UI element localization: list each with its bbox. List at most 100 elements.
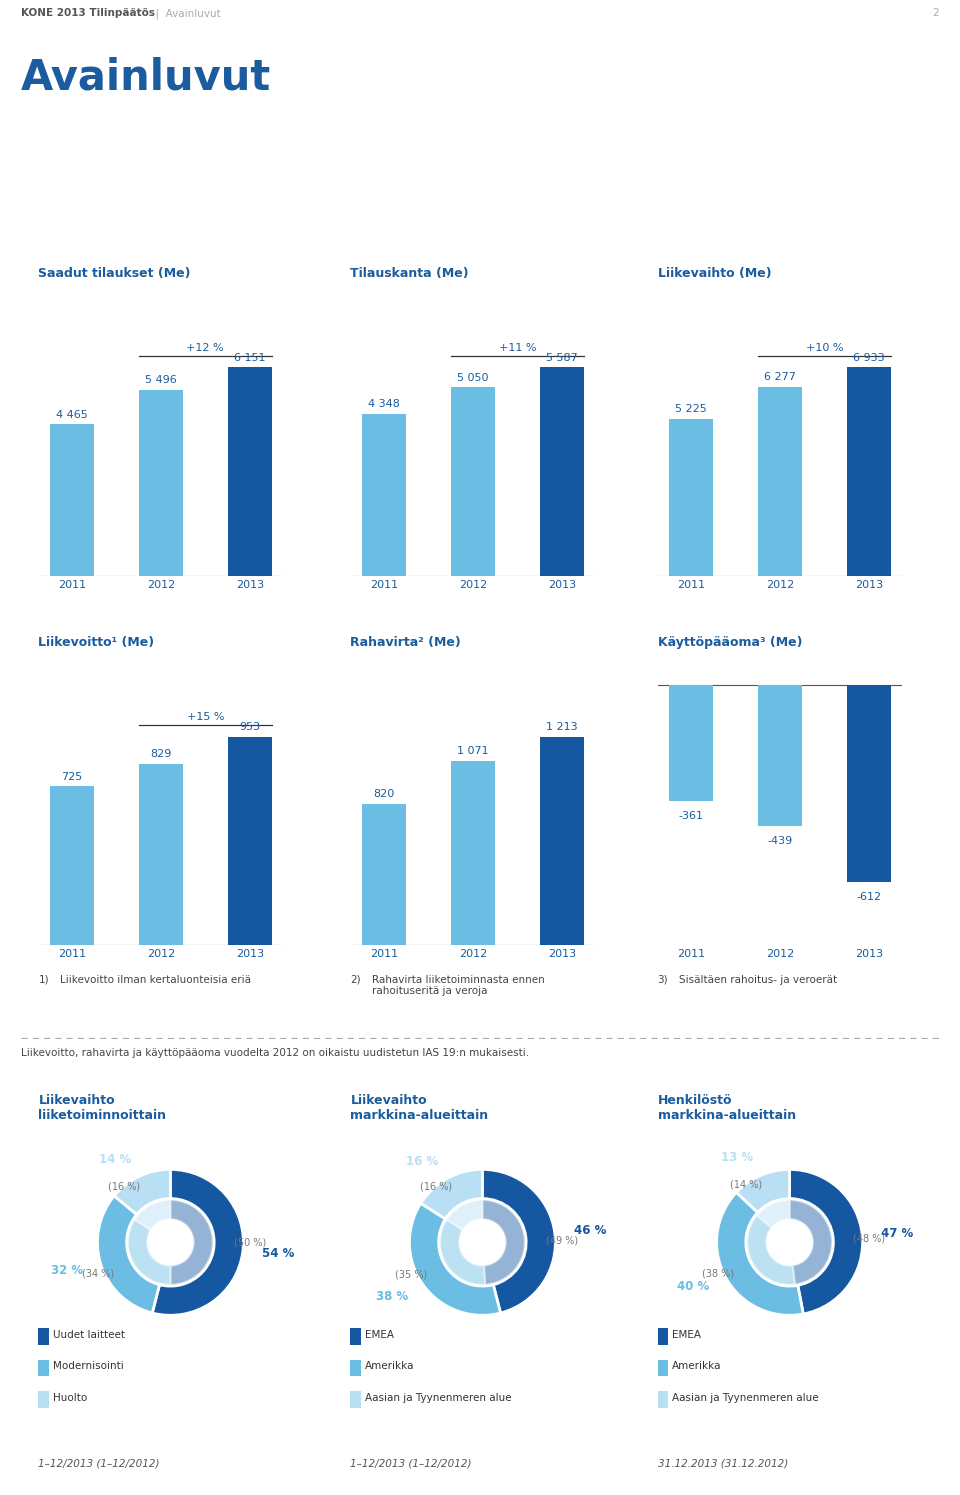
Text: 13 %: 13 % — [721, 1151, 753, 1165]
Text: 2): 2) — [350, 975, 361, 985]
Text: (16 %): (16 %) — [108, 1181, 139, 1192]
Text: 40 %: 40 % — [677, 1280, 709, 1293]
Text: KONE 2013 Tilinpäätös: KONE 2013 Tilinpäätös — [21, 7, 156, 18]
Text: Liikevoitto¹ (Me): Liikevoitto¹ (Me) — [38, 635, 155, 649]
Bar — [847, 685, 891, 882]
Wedge shape — [482, 1200, 525, 1284]
Bar — [228, 737, 272, 945]
Text: 829: 829 — [150, 749, 172, 759]
Text: 5 225: 5 225 — [675, 404, 707, 414]
Text: 5 496: 5 496 — [145, 375, 177, 384]
Text: 5 050: 5 050 — [457, 372, 489, 383]
Bar — [669, 419, 713, 576]
Text: Liikevoitto ilman kertaluonteisia eriä: Liikevoitto ilman kertaluonteisia eriä — [60, 975, 251, 985]
Bar — [138, 390, 183, 576]
Text: 1): 1) — [38, 975, 49, 985]
Text: -439: -439 — [767, 836, 793, 846]
Wedge shape — [446, 1200, 483, 1230]
Text: Avainluvut: Avainluvut — [21, 57, 272, 99]
Bar — [757, 387, 803, 576]
Text: 5 587: 5 587 — [546, 353, 578, 363]
Bar — [540, 737, 584, 945]
Text: 14 %: 14 % — [99, 1153, 132, 1166]
Text: 1 213: 1 213 — [546, 722, 578, 733]
Text: 1–12/2013 (1–12/2012): 1–12/2013 (1–12/2012) — [350, 1458, 472, 1468]
Text: -361: -361 — [679, 810, 704, 821]
Text: Rahavirta² (Me): Rahavirta² (Me) — [350, 635, 461, 649]
Bar — [228, 368, 272, 576]
Text: 4 348: 4 348 — [368, 399, 399, 410]
Text: Rahavirta liiketoiminnasta ennen
rahoituseritä ja veroja: Rahavirta liiketoiminnasta ennen rahoitu… — [372, 975, 544, 996]
Bar — [847, 368, 891, 576]
Wedge shape — [153, 1169, 243, 1316]
Bar — [138, 764, 183, 945]
Wedge shape — [128, 1220, 170, 1284]
Text: 820: 820 — [373, 789, 395, 800]
Text: 6 277: 6 277 — [764, 372, 796, 383]
Text: +10 %: +10 % — [805, 342, 843, 353]
Wedge shape — [736, 1169, 790, 1212]
Text: Amerikka: Amerikka — [672, 1362, 722, 1371]
Wedge shape — [98, 1196, 159, 1313]
Text: 953: 953 — [239, 722, 260, 733]
Text: Liikevaihto
liiketoiminnoittain: Liikevaihto liiketoiminnoittain — [38, 1094, 166, 1123]
Bar — [669, 685, 713, 801]
Wedge shape — [440, 1220, 485, 1284]
Text: Amerikka: Amerikka — [365, 1362, 415, 1371]
Wedge shape — [757, 1200, 790, 1227]
Text: 4 465: 4 465 — [56, 410, 87, 420]
Text: Tilauskanta (Me): Tilauskanta (Me) — [350, 266, 469, 280]
Bar — [362, 414, 406, 576]
Wedge shape — [747, 1215, 795, 1284]
Text: Saadut tilaukset (Me): Saadut tilaukset (Me) — [38, 266, 191, 280]
Text: Sisältäen rahoitus- ja veroerät: Sisältäen rahoitus- ja veroerät — [679, 975, 837, 985]
Wedge shape — [789, 1169, 862, 1314]
Bar — [50, 786, 94, 945]
Wedge shape — [170, 1200, 213, 1284]
Text: 6 151: 6 151 — [234, 353, 266, 363]
Wedge shape — [134, 1200, 171, 1230]
Text: Liikevaihto (Me): Liikevaihto (Me) — [658, 266, 771, 280]
Text: Liikevaihto
markkina-alueittain: Liikevaihto markkina-alueittain — [350, 1094, 489, 1123]
Bar — [757, 685, 803, 827]
Wedge shape — [410, 1203, 500, 1316]
Text: (16 %): (16 %) — [420, 1181, 451, 1192]
Text: Uudet laitteet: Uudet laitteet — [53, 1331, 125, 1340]
Text: (38 %): (38 %) — [702, 1268, 733, 1278]
Text: EMEA: EMEA — [365, 1331, 394, 1340]
Text: (14 %): (14 %) — [731, 1180, 762, 1190]
Text: EMEA: EMEA — [672, 1331, 701, 1340]
Text: (50 %): (50 %) — [234, 1238, 267, 1247]
Text: Henkilöstö
markkina-alueittain: Henkilöstö markkina-alueittain — [658, 1094, 796, 1123]
Text: (35 %): (35 %) — [396, 1269, 427, 1280]
Text: -612: -612 — [856, 891, 881, 901]
Text: 1 071: 1 071 — [457, 746, 489, 756]
Text: 6 933: 6 933 — [853, 353, 885, 363]
Bar — [50, 425, 94, 576]
Text: Käyttöpääoma³ (Me): Käyttöpääoma³ (Me) — [658, 635, 803, 649]
Text: +11 %: +11 % — [498, 342, 536, 353]
Text: 725: 725 — [61, 771, 83, 782]
Wedge shape — [114, 1169, 171, 1214]
Text: 31.12.2013 (31.12.2012): 31.12.2013 (31.12.2012) — [658, 1458, 788, 1468]
Bar — [362, 804, 406, 945]
Text: Aasian ja Tyynenmeren alue: Aasian ja Tyynenmeren alue — [365, 1393, 512, 1402]
Text: 16 %: 16 % — [406, 1156, 438, 1168]
Bar — [450, 387, 495, 576]
Text: |  Avainluvut: | Avainluvut — [149, 7, 221, 19]
Text: Modernisointi: Modernisointi — [53, 1362, 124, 1371]
Text: +12 %: +12 % — [186, 342, 224, 353]
Text: 3): 3) — [658, 975, 668, 985]
Text: 32 %: 32 % — [51, 1265, 83, 1277]
Wedge shape — [482, 1169, 555, 1313]
Text: 2: 2 — [932, 7, 939, 18]
Text: Huolto: Huolto — [53, 1393, 87, 1402]
Wedge shape — [717, 1193, 804, 1316]
Text: Aasian ja Tyynenmeren alue: Aasian ja Tyynenmeren alue — [672, 1393, 819, 1402]
Text: 1–12/2013 (1–12/2012): 1–12/2013 (1–12/2012) — [38, 1458, 160, 1468]
Text: 46 %: 46 % — [574, 1224, 606, 1238]
Text: (48 %): (48 %) — [853, 1233, 885, 1244]
Bar — [450, 761, 495, 945]
Text: Liikevoitto, rahavirta ja käyttöpääoma vuodelta 2012 on oikaistu uudistetun IAS : Liikevoitto, rahavirta ja käyttöpääoma v… — [21, 1048, 529, 1058]
Bar — [540, 368, 584, 576]
